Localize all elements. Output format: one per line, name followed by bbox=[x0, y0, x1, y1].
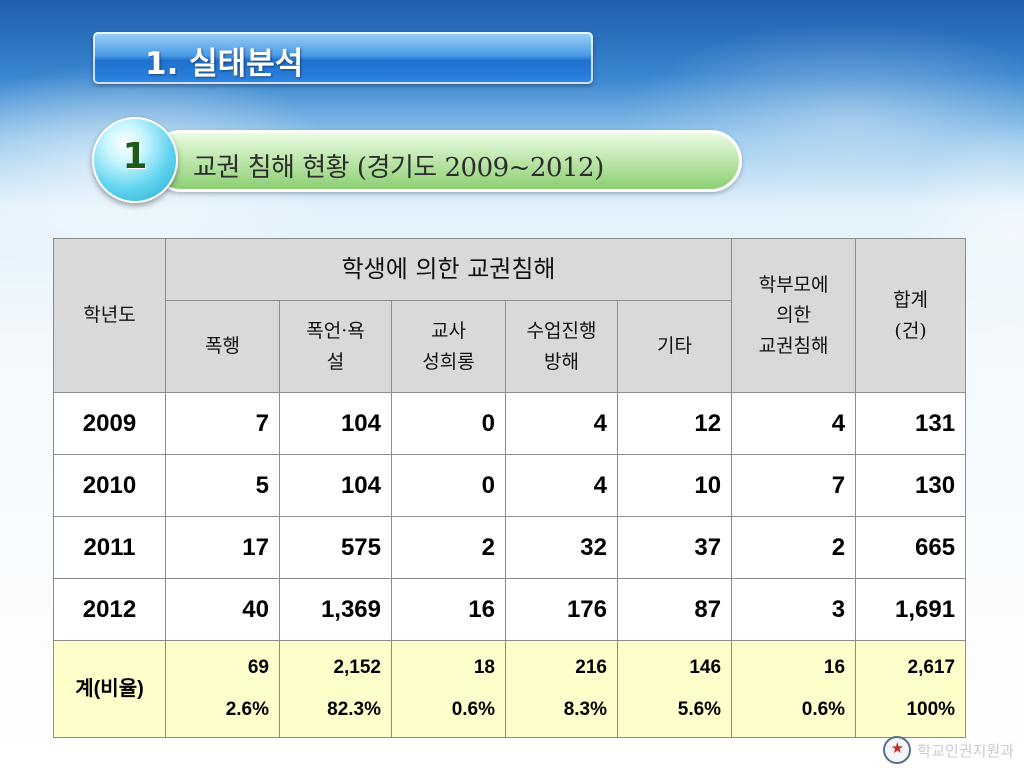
table-row: 2011 17 575 2 32 37 2 665 bbox=[53, 516, 967, 579]
value-cell: 2 bbox=[731, 516, 857, 579]
value-cell: 1,369 bbox=[279, 578, 392, 641]
value-cell: 4 bbox=[505, 454, 618, 517]
value-cell: 37 bbox=[616, 516, 733, 579]
table-row: 2012 40 1,369 16 176 87 3 1,691 bbox=[53, 578, 967, 641]
header-sexual-harassment: 교사 성희롱 bbox=[391, 300, 506, 393]
header-parent: 학부모에 의한 교권침해 bbox=[731, 238, 857, 393]
year-cell: 2010 bbox=[53, 454, 166, 517]
total-cell: 131 bbox=[855, 392, 967, 455]
value-cell: 7 bbox=[165, 392, 280, 455]
footer: 학교인권지원과 bbox=[883, 736, 1014, 764]
value-cell: 7 bbox=[731, 454, 857, 517]
value-cell: 104 bbox=[279, 392, 392, 455]
header-assault: 폭행 bbox=[165, 300, 280, 393]
slide-title: 1. 실태분석 bbox=[145, 46, 304, 82]
total-ratio-cell: 2,617 100% bbox=[855, 640, 967, 738]
year-cell: 2011 bbox=[53, 516, 166, 579]
total-label: 계(비율) bbox=[53, 640, 166, 738]
section-number-badge: 1 bbox=[92, 117, 178, 203]
total-ratio-cell: 18 0.6% bbox=[391, 640, 506, 738]
value-cell: 32 bbox=[505, 516, 618, 579]
header-other: 기타 bbox=[616, 300, 733, 393]
header-year: 학년도 bbox=[53, 238, 166, 393]
section-number: 1 bbox=[122, 136, 148, 177]
value-cell: 104 bbox=[279, 454, 392, 517]
value-cell: 12 bbox=[616, 392, 733, 455]
header-verbal-abuse: 폭언·욕 설 bbox=[279, 300, 392, 393]
total-cell: 665 bbox=[855, 516, 967, 579]
header-class-disruption: 수업진행 방해 bbox=[505, 300, 618, 393]
footer-org: 학교인권지원과 bbox=[917, 741, 1014, 760]
section-title: 교권 침해 현황 (경기도 2009~2012) bbox=[193, 153, 604, 183]
value-cell: 2 bbox=[391, 516, 506, 579]
section-banner: 교권 침해 현황 (경기도 2009~2012) bbox=[150, 130, 742, 192]
teacher-rights-table: 학년도 학생에 의한 교권침해 학부모에 의한 교권침해 합계 (건) 폭행 폭… bbox=[53, 238, 967, 738]
title-bar: 1. 실태분석 bbox=[93, 32, 593, 84]
total-ratio-cell: 16 0.6% bbox=[731, 640, 857, 738]
total-ratio-cell: 216 8.3% bbox=[505, 640, 618, 738]
value-cell: 4 bbox=[731, 392, 857, 455]
value-cell: 0 bbox=[391, 454, 506, 517]
total-cell: 130 bbox=[855, 454, 967, 517]
total-row: 계(비율) 69 2.6% 2,152 82.3% 18 0.6% 216 8.3% 1… bbox=[53, 640, 967, 738]
value-cell: 87 bbox=[616, 578, 733, 641]
header-student-group: 학생에 의한 교권침해 bbox=[164, 238, 733, 301]
value-cell: 176 bbox=[505, 578, 618, 641]
total-ratio-cell: 69 2.6% bbox=[165, 640, 280, 738]
value-cell: 3 bbox=[731, 578, 857, 641]
table-row: 2009 7 104 0 4 12 4 131 bbox=[53, 392, 967, 455]
table-row: 2010 5 104 0 4 10 7 130 bbox=[53, 454, 967, 517]
year-cell: 2012 bbox=[53, 578, 166, 641]
emblem-icon bbox=[883, 736, 912, 764]
value-cell: 4 bbox=[505, 392, 618, 455]
value-cell: 40 bbox=[165, 578, 280, 641]
total-ratio-cell: 2,152 82.3% bbox=[279, 640, 392, 738]
value-cell: 17 bbox=[165, 516, 280, 579]
value-cell: 16 bbox=[391, 578, 506, 641]
value-cell: 575 bbox=[279, 516, 392, 579]
value-cell: 5 bbox=[165, 454, 280, 517]
total-cell: 1,691 bbox=[855, 578, 967, 641]
year-cell: 2009 bbox=[53, 392, 166, 455]
header-total: 합계 (건) bbox=[855, 238, 967, 393]
value-cell: 0 bbox=[391, 392, 506, 455]
value-cell: 10 bbox=[616, 454, 733, 517]
total-ratio-cell: 146 5.6% bbox=[616, 640, 733, 738]
